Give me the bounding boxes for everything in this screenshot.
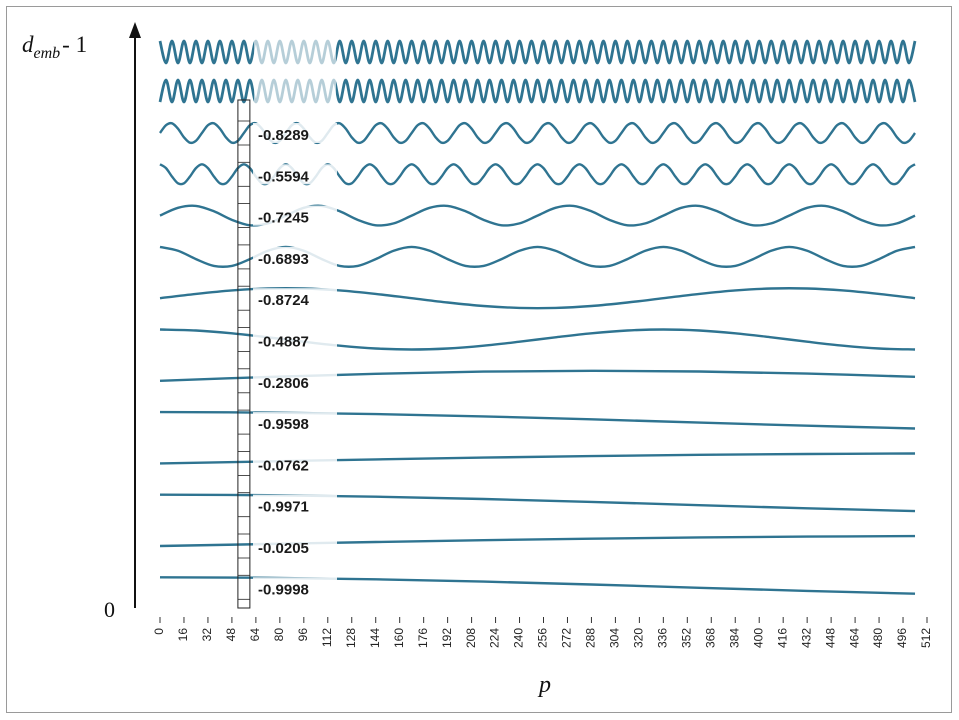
value-label: -0.0762 (258, 457, 309, 474)
x-tick-label: 480 (871, 628, 885, 648)
value-label: -0.9971 (258, 499, 309, 516)
value-label: -0.2806 (258, 375, 309, 392)
x-tick-label: 48 (224, 628, 238, 642)
value-label: -0.8289 (258, 127, 309, 144)
x-tick-label: 128 (344, 628, 358, 648)
value-label: -0.0205 (258, 540, 309, 557)
y-axis-bottom-label: 0 (104, 597, 115, 622)
x-axis-label: p (537, 672, 551, 698)
label-bg (253, 412, 337, 433)
x-tick-label: 208 (464, 628, 478, 648)
y-label-base: d (22, 32, 34, 57)
value-label: -0.8724 (258, 292, 310, 309)
x-tick-label: 176 (416, 628, 430, 648)
x-tick-label: 448 (823, 628, 837, 648)
x-tick-label: 432 (799, 628, 813, 648)
value-label: -0.6893 (258, 251, 309, 268)
label-bg (253, 536, 337, 556)
x-tick-label: 16 (176, 628, 190, 642)
x-tick-label: 256 (536, 628, 550, 648)
x-tick-label: 304 (608, 628, 622, 648)
x-tick-label: 160 (392, 628, 406, 648)
y-label-sub: emb (34, 45, 61, 62)
label-bg (253, 164, 337, 185)
y-axis-arrow (129, 22, 141, 38)
x-tick-label: 32 (200, 628, 214, 642)
x-tick-label: 464 (847, 628, 861, 648)
fade-overlay (254, 36, 336, 108)
x-tick-label: 400 (751, 628, 765, 648)
label-bg (253, 494, 337, 515)
x-tick-label: 96 (296, 628, 310, 642)
x-tick-label: 320 (632, 628, 646, 648)
x-tick-label: 352 (679, 628, 693, 648)
x-tick-label: 384 (727, 628, 741, 648)
value-label: -0.9998 (258, 581, 309, 598)
x-tick-label: 112 (320, 628, 334, 647)
label-bg (253, 329, 337, 350)
value-label: -0.7245 (258, 210, 309, 227)
value-label: -0.5594 (258, 168, 310, 185)
x-tick-label: 496 (895, 628, 909, 648)
highlight-column (237, 99, 251, 609)
x-tick-label: 416 (775, 628, 789, 648)
x-tick-label: 224 (488, 628, 502, 648)
x-tick-label: 80 (272, 628, 286, 642)
frame (6, 6, 952, 713)
x-tick-label: 144 (368, 628, 382, 648)
x-tick-label: 512 (919, 628, 933, 648)
label-bg (253, 246, 337, 267)
label-bg (253, 205, 337, 226)
y-label-rest: - 1 (62, 32, 87, 57)
x-tick-label: 240 (512, 628, 526, 648)
label-bg (253, 123, 337, 143)
x-tick-label: 288 (584, 628, 598, 648)
label-bg (253, 577, 337, 598)
value-label: -0.4887 (258, 333, 309, 350)
label-bg (253, 453, 337, 474)
label-bg (253, 288, 337, 309)
x-tick-label: 64 (248, 628, 262, 642)
x-tick-label: 0 (152, 628, 166, 635)
x-tick-label: 336 (656, 628, 670, 648)
y-axis-top-label: demb- 1 (22, 32, 87, 62)
x-tick-label: 368 (703, 628, 717, 648)
label-bg (253, 370, 337, 391)
value-label: -0.9598 (258, 416, 309, 433)
x-tick-label: 192 (440, 628, 454, 648)
x-tick-label: 272 (560, 628, 574, 648)
